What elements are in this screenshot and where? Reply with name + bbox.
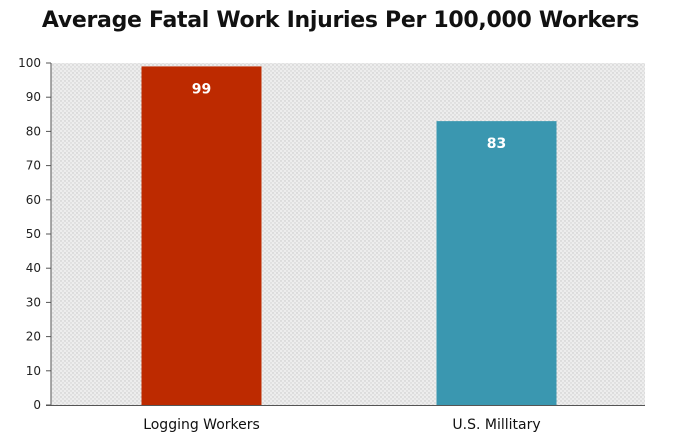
y-tick-label: 90: [26, 90, 41, 104]
y-tick-label: 80: [26, 124, 41, 138]
y-tick-label: 30: [26, 295, 41, 309]
data-label: 83: [487, 136, 506, 152]
x-category-label: U.S. Millitary: [452, 417, 540, 433]
y-tick-label: 60: [26, 193, 41, 207]
y-tick-label: 0: [33, 398, 41, 412]
y-tick-label: 40: [26, 261, 41, 275]
chart-title: Average Fatal Work Injuries Per 100,000 …: [41, 8, 640, 33]
y-tick-label: 10: [26, 364, 41, 378]
y-axis: 0 10 20 30 40 50 60 70 80 90 100: [18, 56, 51, 412]
bar: [436, 121, 557, 405]
y-tick-label: 50: [26, 227, 41, 241]
bar: [141, 66, 262, 406]
y-tick-label: 20: [26, 330, 41, 344]
bars: 99 Logging Workers 83 U.S. Millitary: [141, 66, 557, 433]
data-label: 99: [192, 81, 211, 97]
y-tick-label: 70: [26, 159, 41, 173]
x-category-label: Logging Workers: [143, 417, 260, 433]
y-tick-label: 100: [18, 56, 41, 70]
